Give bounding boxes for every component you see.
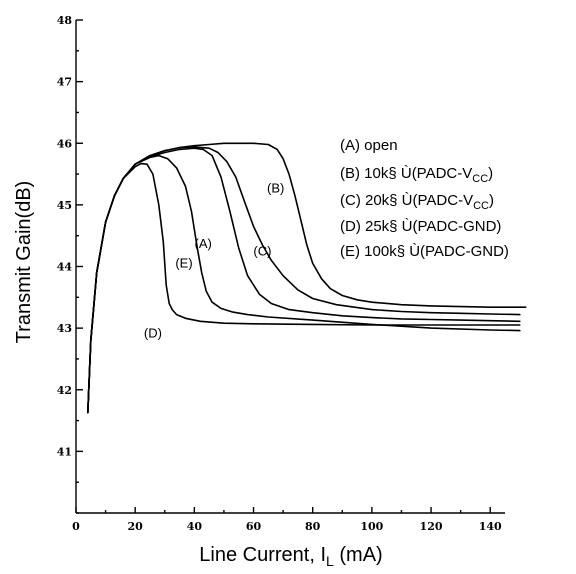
- series-label-c: (C): [253, 243, 271, 258]
- series-line-c: [87, 146, 521, 414]
- x-axis-title: Line Current, IL (mA): [199, 544, 382, 569]
- series-label-a: (A): [195, 236, 212, 251]
- x-tick-label: 60: [246, 520, 262, 533]
- legend-entry-d: (D) 25k§ Ù(PADC-GND): [340, 218, 501, 235]
- y-axis-ticks: 41 42 43 44 45 46 47 48: [57, 14, 83, 514]
- chart-axes: [75, 20, 505, 514]
- y-axis-title: Transmit Gain(dB): [13, 181, 35, 344]
- x-tick-label: 140: [479, 520, 502, 533]
- legend-entry-c: (C) 20k§ Ù(PADC-VCC): [340, 192, 494, 212]
- x-tick-label: 120: [420, 520, 443, 533]
- chart-series: [87, 142, 527, 414]
- y-tick-label: 46: [57, 137, 73, 150]
- series-line-a: [87, 147, 521, 414]
- y-tick-label: 42: [57, 384, 72, 397]
- x-tick-label: 20: [128, 520, 144, 533]
- x-tick-label: 80: [305, 520, 321, 533]
- x-tick-label: 0: [72, 520, 80, 533]
- series-line-b: [87, 142, 527, 414]
- series-label-e: (E): [175, 256, 192, 271]
- chart-legend: (A) open (B) 10k§ Ù(PADC-VCC) (C) 20k§ Ù…: [340, 137, 509, 260]
- y-tick-label: 48: [57, 14, 73, 27]
- y-tick-label: 43: [57, 322, 72, 335]
- y-tick-label: 47: [57, 76, 72, 89]
- series-label-b: (B): [267, 181, 284, 196]
- x-axis-title-subscript: L: [326, 553, 334, 569]
- y-tick-label: 45: [57, 199, 72, 212]
- legend-entry-a: (A) open: [340, 137, 398, 154]
- x-tick-label: 100: [360, 520, 383, 533]
- y-tick-label: 41: [57, 445, 72, 458]
- series-labels: (A) (B) (C) (D) (E): [144, 181, 284, 341]
- x-axis-title-main: Line Current, I: [199, 544, 326, 566]
- legend-entry-b: (B) 10k§ Ù(PADC-VCC): [340, 165, 493, 185]
- series-line-e: [87, 154, 521, 414]
- legend-entry-e: (E) 100k§ Ù(PADC-GND): [340, 243, 509, 260]
- x-axis-ticks: 0 20 40 60 80 100 120 140: [72, 507, 502, 533]
- x-axis-title-unit: (mA): [334, 544, 383, 566]
- x-tick-label: 40: [187, 520, 203, 533]
- y-tick-label: 44: [57, 261, 73, 274]
- series-label-d: (D): [144, 325, 162, 340]
